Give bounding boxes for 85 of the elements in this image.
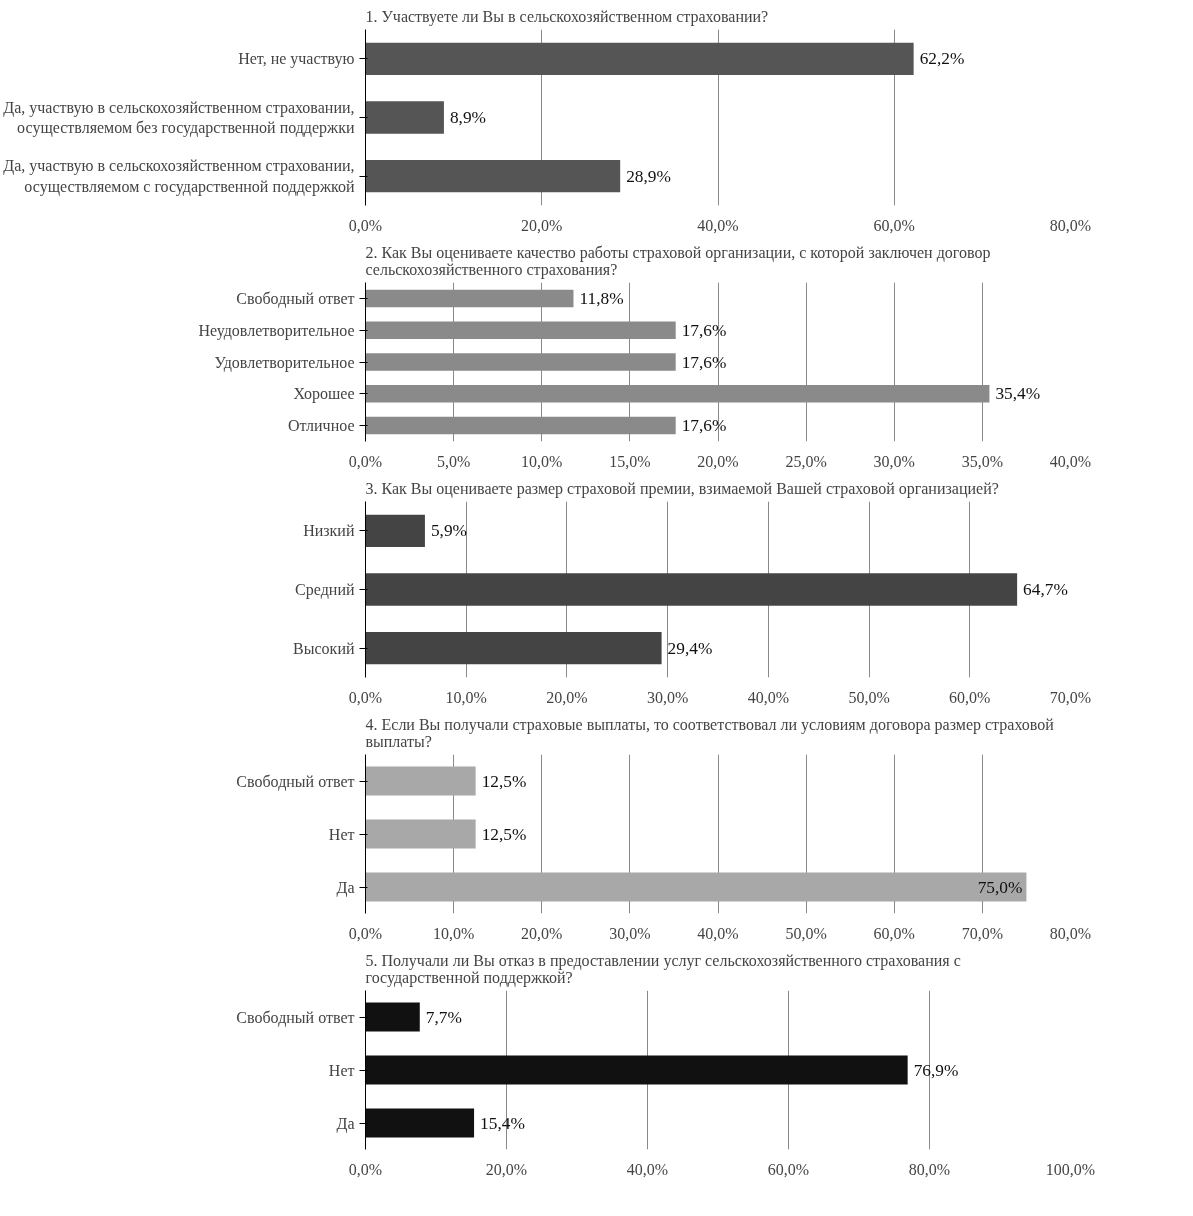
data-label: 17,6%	[681, 320, 727, 340]
x-tick-label: 25,0%	[785, 452, 827, 470]
y-tick-label: Свободный ответ	[236, 1008, 355, 1027]
x-tick-label: 30,0%	[873, 452, 915, 470]
y-tick-label: Нет	[328, 1061, 355, 1079]
data-label: 75,0%	[977, 877, 1023, 897]
x-tick-label: 60,0%	[949, 688, 991, 706]
bar	[365, 1002, 420, 1032]
y-tick-label: Отличное	[287, 417, 355, 435]
data-label: 12,5%	[481, 824, 527, 844]
y-tick-label: Да, участвую в сельскохозяйственном страховании, осуществляемом с государственной поддержкой	[3, 157, 355, 196]
x-tick-label: 5,0%	[436, 452, 471, 470]
y-tick-label: Хорошее	[293, 385, 355, 404]
y-tick-label: Высокий	[293, 639, 355, 657]
x-tick-label: 70,0%	[961, 924, 1004, 942]
bar	[365, 573, 1018, 606]
y-tick-label: Неудовлетворительное	[198, 321, 355, 340]
x-tick-label: 70,0%	[1049, 688, 1092, 706]
data-label: 62,2%	[919, 49, 965, 69]
y-tick-label: Нет	[328, 825, 355, 843]
x-tick-label: 20,0%	[485, 1160, 528, 1178]
x-tick-label: 80,0%	[1049, 924, 1092, 942]
x-tick-label: 30,0%	[609, 924, 651, 942]
data-label: 15,4%	[480, 1113, 525, 1133]
data-label: 35,4%	[995, 384, 1041, 404]
bar	[365, 42, 914, 75]
x-tick-label: 40,0%	[697, 216, 739, 234]
chart-title: 2. Как Вы оцениваете качество работы страховой организации, с которой заключен договор сельскохозяйственного страхования?	[365, 243, 991, 279]
data-label: 64,7%	[1023, 580, 1068, 599]
chart-title: 3. Как Вы оцениваете размер страховой премии, взимаемой Вашей страховой организацией?	[365, 479, 999, 498]
x-tick-label: 30,0%	[646, 688, 689, 706]
x-tick-label: 40,0%	[747, 688, 790, 706]
bar	[365, 101, 444, 134]
data-label: 8,9%	[449, 108, 487, 127]
x-tick-label: 35,0%	[961, 452, 1004, 470]
chart-title: 1. Участвуете ли Вы в сельскохозяйственном страховании?	[365, 7, 769, 26]
x-tick-label: 0,0%	[348, 452, 383, 470]
x-tick-label: 50,0%	[785, 924, 827, 942]
y-tick-label: Удовлетворительное	[214, 353, 355, 372]
bar	[365, 160, 621, 193]
data-label: 28,9%	[626, 166, 671, 186]
data-label: 7,7%	[425, 1007, 462, 1027]
x-tick-label: 40,0%	[1049, 452, 1092, 470]
y-tick-label: Свободный ответ	[236, 289, 355, 308]
x-tick-label: 80,0%	[908, 1160, 951, 1178]
x-tick-label: 0,0%	[348, 1160, 383, 1178]
bar	[365, 1055, 908, 1085]
y-tick-label: Да, участвую в сельскохозяйственном страховании, осуществляемом без государственной поддержки	[3, 98, 355, 138]
data-label: 11,8%	[579, 288, 624, 308]
x-tick-label: 50,0%	[848, 688, 890, 706]
bar	[365, 632, 662, 665]
x-tick-label: 20,0%	[546, 688, 588, 706]
y-tick-label: Низкий	[303, 522, 355, 540]
x-tick-label: 60,0%	[873, 216, 915, 234]
data-label: 76,9%	[913, 1060, 959, 1080]
x-tick-label: 10,0%	[445, 688, 487, 706]
chart-title: 5. Получали ли Вы отказ в предоставлении услуг сельскохозяйственного страхования с государственной поддержкой?	[365, 951, 961, 987]
x-tick-label: 60,0%	[767, 1160, 810, 1178]
x-tick-label: 60,0%	[873, 924, 915, 942]
x-tick-label: 20,0%	[521, 216, 563, 234]
bar	[365, 514, 425, 547]
data-label: 12,5%	[481, 771, 527, 791]
x-tick-label: 10,0%	[432, 924, 475, 942]
y-tick-label: Да	[336, 878, 355, 897]
y-tick-label: Средний	[295, 581, 355, 599]
x-tick-label: 20,0%	[697, 452, 739, 470]
x-tick-label: 80,0%	[1049, 216, 1092, 234]
x-tick-label: 10,0%	[521, 452, 563, 470]
x-tick-label: 40,0%	[697, 924, 739, 942]
x-tick-label: 0,0%	[348, 924, 383, 942]
data-label: 17,6%	[681, 416, 727, 436]
chart-title: 4. Если Вы получали страховые выплаты, то соответствовал ли условиям договора размер страховой выплаты?	[365, 715, 1055, 750]
x-tick-label: 20,0%	[521, 924, 563, 942]
x-tick-label: 0,0%	[348, 688, 383, 706]
x-tick-label: 15,0%	[609, 452, 651, 470]
y-tick-label: Свободный ответ	[236, 772, 355, 791]
x-tick-label: 0,0%	[348, 216, 383, 234]
y-tick-label: Да	[336, 1114, 355, 1133]
data-label: 17,6%	[681, 352, 727, 372]
data-label: 29,4%	[667, 638, 713, 658]
data-label: 5,9%	[430, 521, 468, 541]
x-tick-label: 100,0%	[1045, 1160, 1096, 1178]
y-tick-label: Нет, не участвую	[238, 50, 355, 69]
x-tick-label: 40,0%	[626, 1160, 669, 1178]
bar	[365, 1108, 475, 1138]
